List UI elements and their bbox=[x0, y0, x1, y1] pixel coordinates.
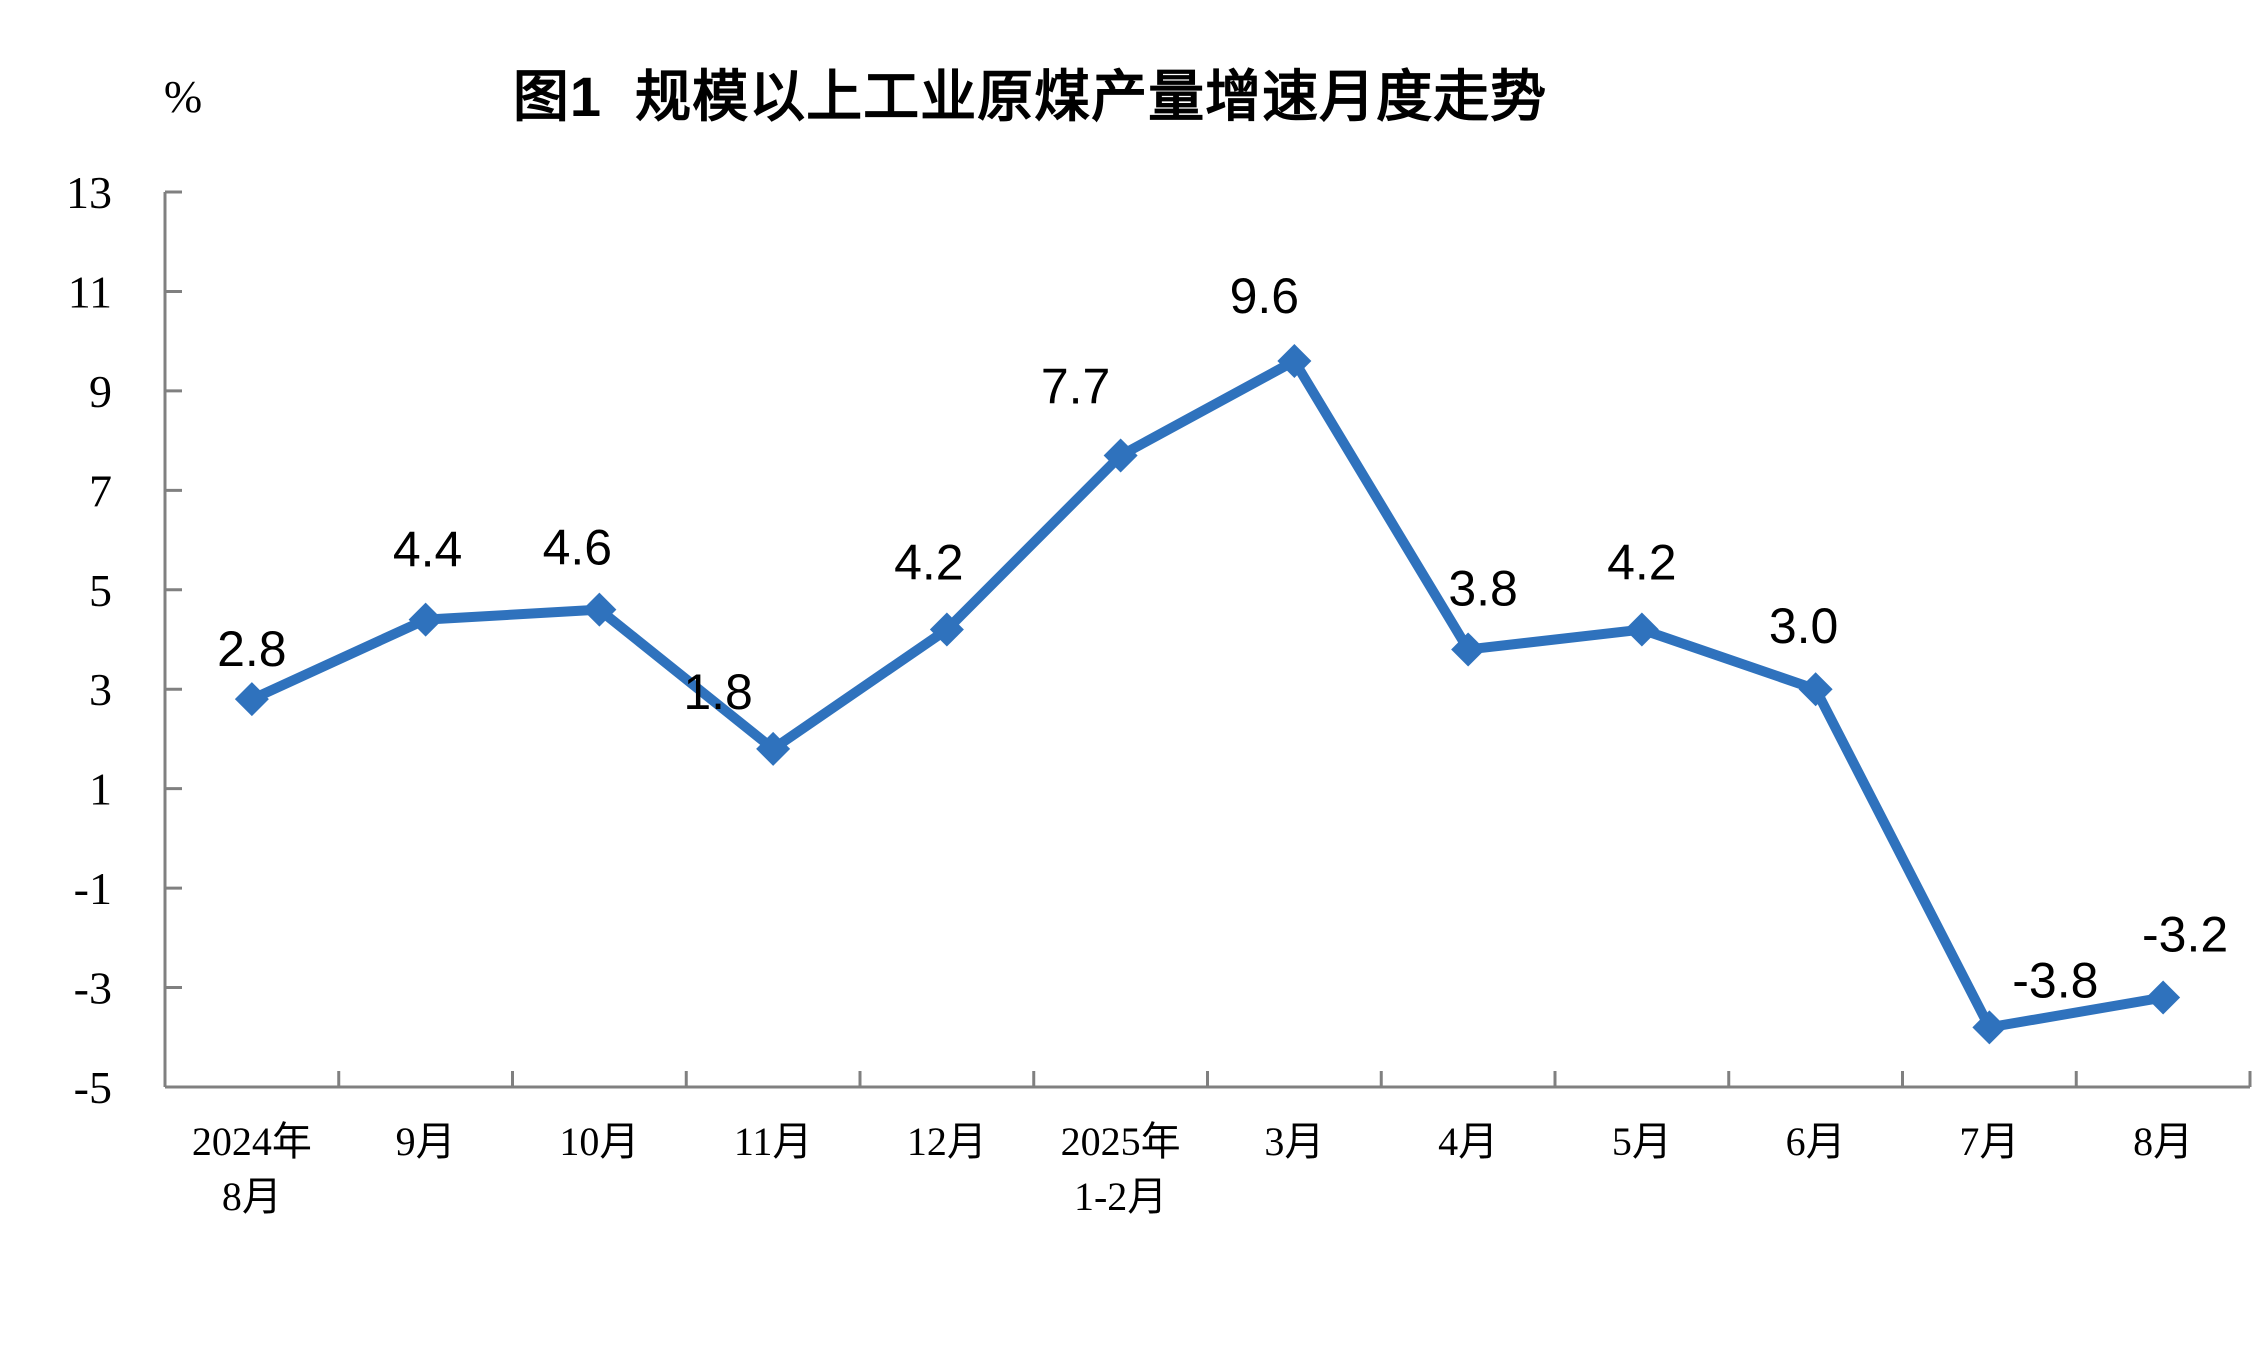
x-axis-category-label: 8月 bbox=[2133, 1119, 2193, 1164]
data-point-value-label: 1.8 bbox=[683, 664, 753, 720]
y-axis-tick-label: -3 bbox=[74, 963, 112, 1014]
data-point-marker bbox=[1798, 672, 1833, 707]
data-point-marker bbox=[234, 682, 269, 717]
data-point-marker bbox=[1451, 632, 1486, 667]
x-axis-category-label: 5月 bbox=[1612, 1119, 1672, 1164]
y-axis-tick-label: 13 bbox=[66, 167, 112, 218]
data-point-value-label: -3.8 bbox=[2012, 952, 2098, 1008]
y-axis-tick-label: 3 bbox=[89, 664, 112, 715]
x-axis-category-label: 6月 bbox=[1786, 1119, 1846, 1164]
y-axis-tick-label: 5 bbox=[89, 565, 112, 616]
data-point-value-label: 4.2 bbox=[894, 535, 964, 591]
data-point-value-label: 4.2 bbox=[1607, 535, 1677, 591]
data-point-marker bbox=[408, 602, 443, 637]
data-point-value-label: 7.7 bbox=[1041, 359, 1111, 415]
data-point-value-label: 9.6 bbox=[1230, 268, 1300, 324]
data-series-line bbox=[246, 356, 2169, 1033]
y-axis-tick-label: -1 bbox=[74, 863, 112, 914]
y-axis-tick-label: 9 bbox=[89, 366, 112, 417]
data-point-value-label: -3.2 bbox=[2142, 907, 2228, 963]
data-point-marker bbox=[1103, 438, 1138, 473]
data-point-value-label: 4.4 bbox=[393, 522, 463, 578]
data-point-marker bbox=[929, 612, 964, 647]
data-point-marker bbox=[1277, 344, 1312, 379]
data-point-value-label: 3.0 bbox=[1769, 598, 1839, 654]
y-axis-unit-label: % bbox=[163, 71, 203, 122]
data-point-value-label: 3.8 bbox=[1448, 560, 1518, 616]
data-point-value-label: 4.6 bbox=[543, 520, 613, 576]
y-axis-tick-label: 1 bbox=[89, 764, 112, 815]
data-point-marker bbox=[756, 731, 791, 766]
data-point-marker bbox=[582, 592, 617, 627]
x-axis-category-label: 9月 bbox=[396, 1119, 456, 1164]
data-point-marker bbox=[1624, 612, 1659, 647]
x-axis-category-label: 12月 bbox=[907, 1119, 987, 1164]
chart-title: 图1 规模以上工业原煤产量增速月度走势 bbox=[512, 65, 1548, 128]
y-axis-tick-label: 11 bbox=[68, 266, 112, 317]
x-axis-category-label: 3月 bbox=[1264, 1119, 1324, 1164]
data-point-marker bbox=[1972, 1010, 2007, 1045]
x-axis-category-label: 2024年 8月 bbox=[192, 1119, 312, 1219]
data-point-value-label: 2.8 bbox=[217, 621, 287, 677]
x-axis-category-label: 4月 bbox=[1438, 1119, 1498, 1164]
x-axis-category-label: 11月 bbox=[734, 1119, 813, 1164]
y-axis-tick-label: -5 bbox=[74, 1062, 112, 1113]
x-axis-category-label: 10月 bbox=[559, 1119, 639, 1164]
data-point-marker bbox=[2146, 980, 2181, 1015]
x-axis-category-label: 7月 bbox=[1959, 1119, 2019, 1164]
x-axis-category-label: 2025年 1-2月 bbox=[1061, 1119, 1181, 1219]
y-axis-tick-label: 7 bbox=[89, 465, 112, 516]
